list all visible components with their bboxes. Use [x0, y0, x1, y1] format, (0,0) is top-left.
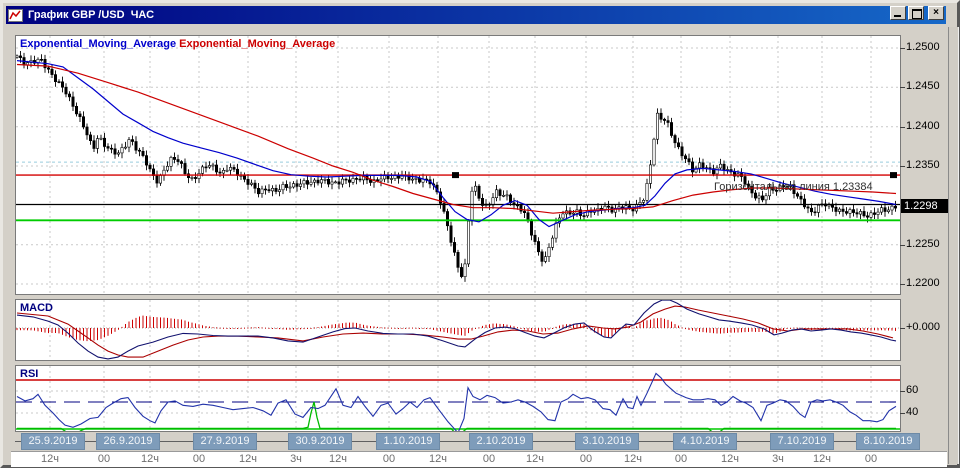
price-axis-tick — [900, 284, 905, 285]
rsi-axis-label: 60 — [906, 384, 919, 396]
rsi-gridlines — [16, 366, 920, 431]
minimize-icon — [894, 15, 901, 17]
close-icon: × — [933, 7, 939, 18]
date-axis-label: 25.9.2019 — [21, 433, 85, 450]
time-axis-label: 12ч — [141, 453, 159, 465]
price-axis-tick — [900, 245, 905, 246]
time-axis-label: 12ч — [624, 453, 642, 465]
rsi-axis-tick — [900, 413, 905, 414]
price-chart-panel[interactable]: Exponential_Moving_Average Exponential_M… — [15, 35, 920, 295]
date-axis-label: 7.10.2019 — [770, 433, 834, 450]
ema-fast-label: Exponential_Moving_Average — [20, 38, 177, 50]
macd-histogram — [16, 315, 896, 342]
time-axis-label: 00 — [579, 453, 593, 465]
hline-annotation: Горизонтальная линия 1.23384 — [714, 181, 873, 193]
candlestick-series — [15, 51, 897, 282]
price-axis-tick — [900, 127, 905, 128]
macd-panel[interactable]: MACD — [15, 299, 920, 361]
ema-slow-line — [16, 63, 897, 214]
rsi-canvas[interactable] — [16, 366, 920, 437]
maximize-button[interactable] — [908, 6, 924, 20]
price-axis-label: 1.2350 — [906, 159, 940, 171]
rsi-aux-line — [17, 401, 896, 437]
rsi-label: RSI — [20, 368, 39, 380]
rsi-axis-tick — [900, 391, 905, 392]
price-chart-canvas[interactable] — [15, 36, 920, 294]
time-axis-row: 12ч 00 12ч 00 12ч 3ч 12ч 00 12ч 00 12ч 00 12ч 00 12ч 3ч… — [11, 451, 947, 467]
price-axis-label: 1.2400 — [906, 120, 940, 132]
date-axis-label: 2.10.2019 — [469, 433, 533, 450]
price-axis-label: 1.2450 — [906, 80, 940, 92]
time-axis-label: 00 — [674, 453, 688, 465]
hline-drag-handle[interactable] — [452, 172, 459, 179]
macd-axis-label: +0.000 — [906, 321, 940, 333]
time-axis-label: 3ч — [290, 453, 302, 465]
macd-axis-tick — [900, 328, 905, 329]
date-axis-label: 26.9.2019 — [96, 433, 160, 450]
time-axis-label: 12ч — [813, 453, 831, 465]
ema-fast-line — [16, 60, 897, 228]
date-axis-label: 27.9.2019 — [193, 433, 257, 450]
time-axis-line — [15, 441, 901, 442]
date-axis-label: 4.10.2019 — [673, 433, 737, 450]
time-axis-label: 00 — [192, 453, 206, 465]
current-price-badge: 1.2298 — [901, 199, 950, 213]
time-axis-label: 00 — [482, 453, 496, 465]
hline-drag-handle[interactable] — [890, 172, 897, 179]
rsi-main-line — [16, 372, 897, 434]
chart-icon — [8, 8, 24, 22]
ema-slow-label: Exponential_Moving_Average — [176, 38, 336, 50]
price-axis-tick — [900, 166, 905, 167]
minimize-button[interactable] — [890, 6, 906, 20]
time-axis-label: 12ч — [526, 453, 544, 465]
date-axis-label: 30.9.2019 — [288, 433, 352, 450]
time-axis-label: 12ч — [721, 453, 739, 465]
date-axis-label: 3.10.2019 — [575, 433, 639, 450]
macd-label: MACD — [20, 302, 53, 314]
time-axis-label: 12ч — [239, 453, 257, 465]
price-axis-tick — [900, 48, 905, 49]
window-titlebar[interactable]: График GBP /USD ЧАС × — [6, 6, 946, 24]
price-axis-label: 1.2500 — [906, 41, 940, 53]
time-axis-label: 00 — [97, 453, 111, 465]
price-axis-label: 1.2200 — [906, 277, 940, 289]
window-title: График GBP /USD ЧАС — [28, 9, 155, 21]
time-axis-label: 00 — [864, 453, 878, 465]
macd-signal-line — [16, 305, 894, 358]
time-axis-label: 00 — [382, 453, 396, 465]
indicator-legend: Exponential_Moving_Average Exponential_M… — [20, 38, 335, 50]
time-axis-label: 12ч — [329, 453, 347, 465]
price-gridlines — [16, 36, 920, 294]
close-button[interactable]: × — [928, 6, 944, 20]
date-axis-label: 8.10.2019 — [856, 433, 920, 450]
rsi-axis-label: 40 — [906, 406, 919, 418]
maximize-icon — [912, 9, 922, 19]
macd-canvas[interactable] — [16, 299, 920, 360]
time-axis-label: 12ч — [429, 453, 447, 465]
vertical-scrollbar[interactable] — [948, 27, 959, 464]
price-axis-tick — [900, 87, 905, 88]
rsi-panel[interactable]: RSI — [15, 365, 920, 437]
price-axis-label: 1.2250 — [906, 238, 940, 250]
date-axis-label: 1.10.2019 — [376, 433, 440, 450]
macd-main-line — [16, 299, 897, 360]
time-axis-label: 12ч — [41, 453, 59, 465]
time-axis-label: 3ч — [772, 453, 784, 465]
